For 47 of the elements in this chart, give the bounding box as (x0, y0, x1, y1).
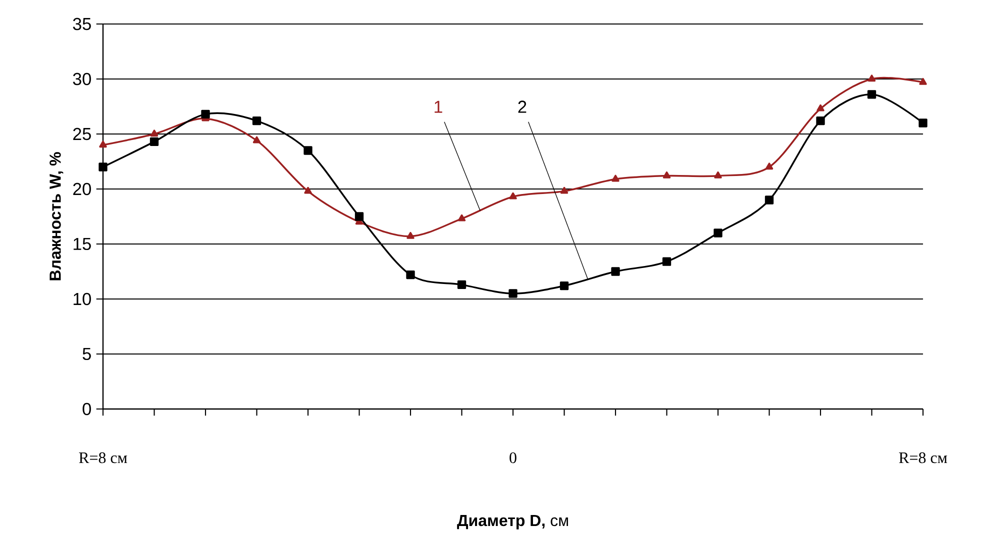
y-tick-label: 0 (82, 402, 91, 416)
point (867, 90, 876, 99)
y-tick-label: 30 (73, 72, 91, 86)
point (662, 171, 671, 178)
y-tick-label: 15 (74, 238, 91, 250)
point (252, 116, 262, 126)
y-axis-title: Влажность W, % (50, 152, 64, 280)
point (765, 162, 774, 170)
x-tick-label: R=8 см (899, 452, 948, 464)
point (714, 171, 722, 178)
point (150, 130, 158, 137)
x-tick-label: 0 (510, 452, 516, 464)
point (508, 289, 518, 298)
point (560, 186, 568, 194)
point (662, 257, 672, 266)
point (406, 270, 415, 280)
y-tick-label: 35 (73, 18, 91, 30)
point (764, 196, 774, 204)
x-axis-title: Диаметр D, см (457, 515, 568, 530)
point (560, 281, 569, 290)
x-tick-label: R=8 см (79, 452, 128, 464)
point (458, 214, 466, 222)
y-tick-label: 10 (74, 292, 91, 306)
text: 2 (518, 100, 526, 113)
point (816, 116, 825, 126)
point (406, 232, 414, 239)
point (201, 110, 210, 119)
point (714, 228, 722, 238)
text: 1 (434, 100, 442, 113)
y-tick-label: 25 (73, 128, 91, 140)
point (918, 118, 928, 128)
y-tick-label: 5 (82, 348, 91, 360)
point (252, 136, 261, 144)
y-tick-label: 20 (73, 182, 91, 196)
point (98, 162, 108, 172)
point (354, 212, 364, 221)
point (816, 104, 824, 112)
point (919, 78, 927, 85)
point (304, 186, 312, 194)
point (150, 137, 159, 146)
point (868, 74, 876, 82)
point (611, 267, 620, 276)
point (509, 192, 517, 200)
point (304, 146, 312, 155)
point (99, 140, 107, 148)
point (612, 174, 620, 182)
point (457, 280, 466, 290)
